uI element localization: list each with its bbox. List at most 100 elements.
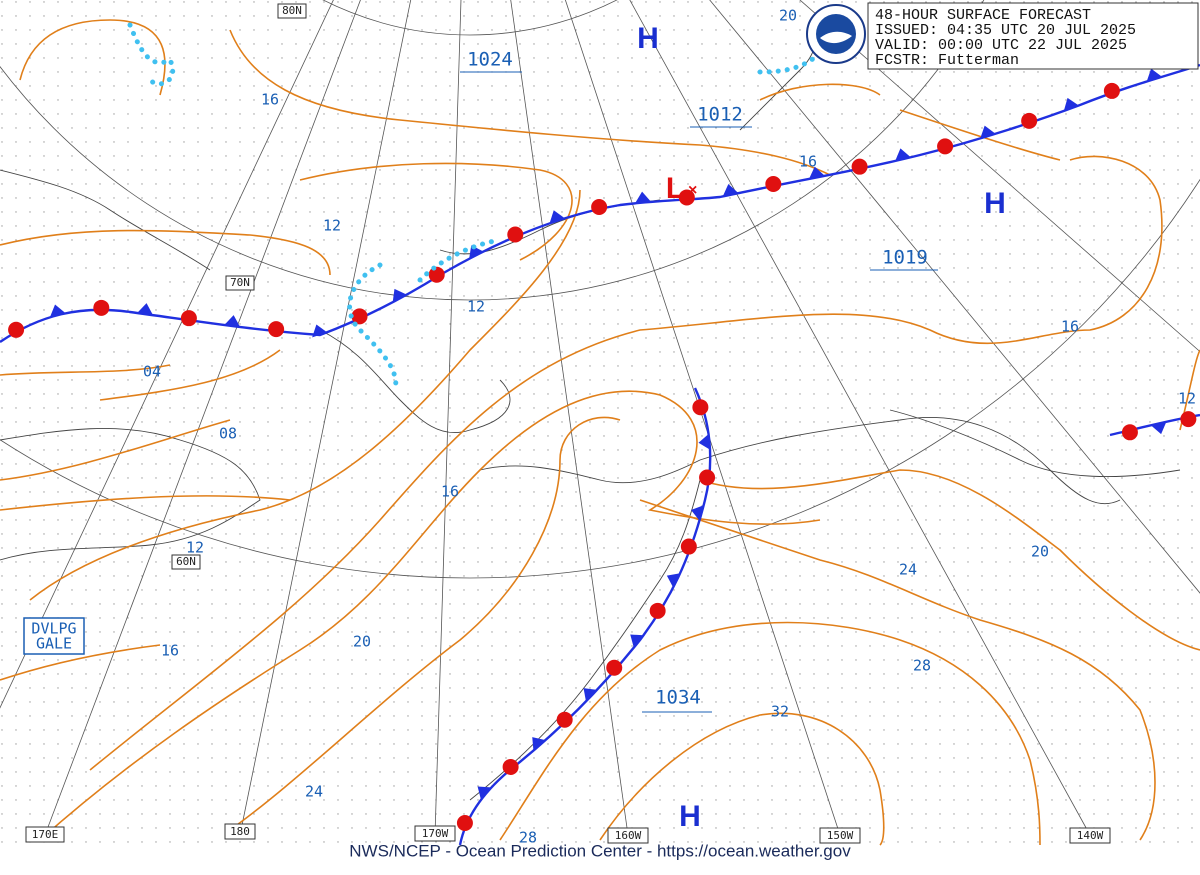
label-box (224, 823, 256, 840)
cold-front-symbol (1150, 421, 1167, 435)
longitude-label: 170E (32, 828, 59, 841)
label-box (277, 3, 307, 19)
labels: 1024 1012 1019 1034 H H H L × 16 12 12 0… (23, 3, 1196, 847)
header-frame (867, 2, 1199, 70)
longitude-label: 170W (422, 827, 449, 840)
warm-front-symbol (699, 469, 716, 486)
cold-front-symbol (698, 433, 711, 450)
warm-front-symbol (180, 310, 197, 327)
low-marker: × (688, 182, 697, 199)
cold-front-symbol (809, 166, 825, 179)
label-box (25, 826, 65, 843)
longitude-label: 180 (230, 825, 250, 838)
longitude-label: 160W (615, 829, 642, 842)
isobar-label: 24 (305, 783, 323, 801)
isobar-label: 28 (913, 657, 931, 675)
meridian (0, 0, 334, 709)
cold-front-symbol (224, 315, 241, 328)
warm-front-symbol (93, 299, 110, 316)
pressure-label: 1024 (467, 49, 513, 71)
cold-front-symbol (630, 634, 644, 648)
warm-front-symbol (765, 175, 782, 192)
header-line: VALID: 00:00 UTC 22 JUL 2025 (875, 37, 1127, 54)
isobar-label: 16 (161, 642, 179, 660)
isobars (0, 19, 1200, 846)
fronts (0, 63, 1200, 846)
high-center: H (637, 22, 659, 55)
agency-logo-bird (820, 31, 852, 44)
cold-front-symbol (635, 191, 652, 204)
cold-front-symbol (722, 183, 739, 197)
warm-front-symbol (1121, 424, 1138, 441)
warning-text: GALE (36, 635, 72, 653)
isobar-label: 28 (519, 829, 537, 847)
dot-grid (0, 0, 1200, 845)
warm-front-symbol (851, 158, 868, 175)
header-box: 48-HOUR SURFACE FORECAST ISSUED: 04:35 U… (806, 2, 1199, 70)
footer-band (0, 845, 1200, 875)
cold-front-symbol (532, 737, 546, 751)
cold-front-symbol (1146, 68, 1163, 82)
warm-front-symbol (556, 711, 573, 728)
warm-front-symbol (937, 138, 954, 155)
header-line: 48-HOUR SURFACE FORECAST (875, 7, 1091, 24)
cold-front-symbol (49, 304, 66, 318)
warm-front-symbol (1021, 112, 1038, 129)
longitude-labels: 170E 180 170W 160W 150W 140W (25, 823, 1111, 844)
cold-front-symbol (691, 505, 704, 521)
high-center: H (679, 800, 701, 833)
cold-front-symbol (549, 210, 565, 224)
cold-front-symbol (477, 786, 492, 800)
isobar-label: 16 (441, 483, 459, 501)
warm-front-symbol (507, 226, 524, 243)
cold-front-symbol (980, 125, 996, 139)
isobar-label: 08 (219, 425, 237, 443)
pressure-label: 1019 (882, 247, 928, 269)
cold-front-symbol (312, 324, 328, 338)
label-box (607, 827, 649, 844)
fog-dots (127, 22, 821, 393)
latitude-label: 60N (176, 555, 196, 568)
isobar-label: 24 (899, 561, 917, 579)
warning-text: DVLPG (31, 620, 76, 638)
isobar-label: 12 (323, 217, 341, 235)
meridian (239, 0, 412, 836)
isobar-label: 32 (771, 703, 789, 721)
warm-front-symbol (606, 659, 623, 676)
isobar-label: 20 (1031, 543, 1049, 561)
cold-front-symbol (392, 288, 407, 303)
pressure-label: 1012 (697, 104, 743, 126)
warm-front-symbol (351, 308, 368, 325)
longitude-label: 140W (1077, 829, 1104, 842)
warm-front-symbol (1180, 411, 1197, 428)
latitude-labels: 80N 70N 60N (171, 3, 307, 570)
label-box (171, 554, 201, 570)
isobar-label: 12 (467, 298, 485, 316)
isobar-label: 04 (143, 363, 161, 381)
cold-front-symbol (666, 573, 681, 588)
header-line: FCSTR: Futterman (875, 52, 1019, 69)
footer-text: NWS/NCEP - Ocean Prediction Center - htt… (349, 841, 851, 860)
cold-front-symbol (895, 148, 911, 161)
isobar-label: 16 (261, 91, 279, 109)
isobar-label: 20 (779, 7, 797, 25)
high-center: H (984, 187, 1006, 220)
warm-front-symbol (692, 399, 709, 416)
warm-front-symbol (502, 758, 519, 775)
parallel (0, 178, 1200, 579)
cold-front-symbol (1063, 97, 1079, 111)
isobar-label: 20 (353, 633, 371, 651)
label-box (1069, 827, 1111, 844)
meridian (709, 0, 1200, 594)
label-box (414, 825, 456, 842)
warm-front-symbol (8, 321, 25, 338)
warm-front-symbol (649, 602, 666, 619)
warm-front-symbol (680, 538, 697, 555)
pressure-label: 1034 (655, 687, 701, 709)
low-center: L (666, 172, 684, 205)
meridian (434, 0, 462, 836)
cold-front-symbol (137, 303, 153, 316)
warm-front-symbol (428, 266, 445, 283)
longitude-label: 150W (827, 829, 854, 842)
